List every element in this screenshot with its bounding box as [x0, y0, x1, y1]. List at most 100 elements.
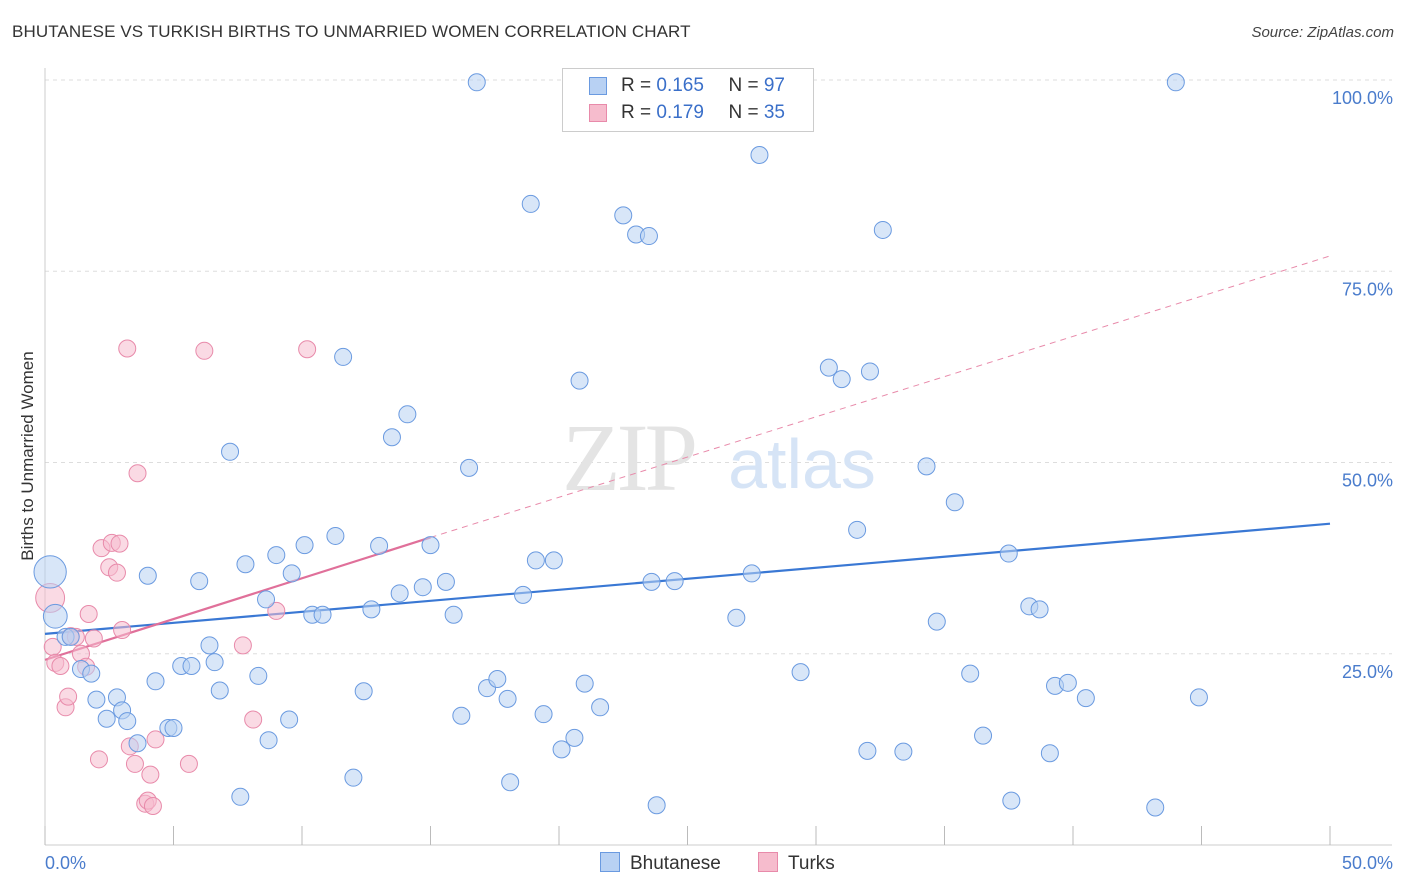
point-bhutanese — [665, 572, 684, 591]
point-turks — [128, 464, 147, 483]
point-turks — [79, 604, 98, 623]
point-bhutanese — [565, 728, 584, 747]
bottom-swatch-bhutanese — [600, 852, 620, 872]
point-bhutanese — [1040, 744, 1059, 763]
bottom-swatch-turks — [758, 852, 778, 872]
point-bhutanese — [128, 734, 147, 753]
point-bhutanese — [534, 705, 553, 724]
point-bhutanese — [727, 608, 746, 627]
point-turks — [298, 340, 317, 359]
point-bhutanese — [164, 718, 183, 737]
point-bhutanese — [501, 773, 520, 792]
point-turks — [107, 563, 126, 582]
point-bhutanese — [945, 493, 964, 512]
point-bhutanese — [1030, 600, 1049, 619]
point-bhutanese — [398, 405, 417, 424]
point-bhutanese — [87, 690, 106, 709]
point-turks — [146, 730, 165, 749]
point-bhutanese — [452, 706, 471, 725]
legend-n-value: 35 — [763, 102, 785, 123]
watermark-atlas: atlas — [728, 425, 876, 503]
y-tick-label: 100.0% — [1332, 88, 1393, 108]
trend-lines — [44, 255, 1331, 661]
bottom-legend-bhutanese: Bhutanese — [600, 852, 721, 875]
bottom-legend-label: Turks — [788, 853, 835, 874]
point-bhutanese — [832, 370, 851, 389]
legend-n-label: N = — [728, 102, 764, 123]
point-bhutanese — [521, 194, 540, 213]
gridlines — [45, 79, 1392, 655]
point-bhutanese — [267, 546, 286, 565]
point-bhutanese — [742, 564, 761, 583]
legend-r-label: R = — [621, 75, 657, 96]
point-turks — [118, 339, 137, 358]
legend-n-value: 97 — [763, 75, 785, 96]
point-bhutanese — [1166, 73, 1185, 92]
point-bhutanese — [467, 73, 486, 92]
point-bhutanese — [97, 709, 116, 728]
trend-line-turks — [44, 536, 431, 661]
chart-title: BHUTANESE VS TURKISH BIRTHS TO UNMARRIED… — [12, 22, 691, 41]
point-bhutanese — [873, 220, 892, 239]
point-turks — [84, 629, 103, 648]
point-bhutanese — [370, 536, 389, 555]
point-bhutanese — [231, 787, 250, 806]
point-turks — [233, 636, 252, 655]
point-bhutanese — [295, 536, 314, 555]
point-bhutanese — [791, 663, 810, 682]
point-bhutanese — [591, 698, 610, 717]
point-bhutanese — [182, 656, 201, 675]
point-turks — [51, 656, 70, 675]
point-bhutanese — [382, 428, 401, 447]
point-bhutanese — [927, 612, 946, 631]
point-turks — [125, 754, 144, 773]
point-bhutanese — [488, 669, 507, 688]
legend-n-label: N = — [728, 75, 764, 96]
point-bhutanese — [390, 584, 409, 603]
point-bhutanese — [82, 664, 101, 683]
point-bhutanese — [236, 555, 255, 574]
legend-swatch-bhutanese — [589, 77, 607, 95]
bottom-legend-label: Bhutanese — [630, 853, 721, 874]
point-bhutanese — [1076, 689, 1095, 708]
point-bhutanese — [334, 347, 353, 366]
data-points — [33, 73, 1208, 817]
point-bhutanese — [544, 551, 563, 570]
watermark-zip: ZIP — [562, 404, 695, 511]
point-bhutanese — [362, 600, 381, 619]
point-bhutanese — [1146, 798, 1165, 817]
point-turks — [195, 341, 214, 360]
point-bhutanese — [210, 681, 229, 700]
point-bhutanese — [344, 768, 363, 787]
point-turks — [179, 754, 198, 773]
point-bhutanese — [118, 712, 137, 731]
point-bhutanese — [575, 674, 594, 693]
point-bhutanese — [280, 710, 299, 729]
point-bhutanese — [354, 682, 373, 701]
point-turks — [113, 621, 132, 640]
point-bhutanese — [42, 603, 68, 629]
point-bhutanese — [999, 544, 1018, 563]
point-bhutanese — [974, 726, 993, 745]
point-bhutanese — [858, 741, 877, 760]
point-bhutanese — [1189, 688, 1208, 707]
point-turks — [267, 601, 286, 620]
point-bhutanese — [190, 572, 209, 591]
point-bhutanese — [860, 362, 879, 381]
point-bhutanese — [848, 520, 867, 539]
point-bhutanese — [639, 227, 658, 246]
point-bhutanese — [917, 457, 936, 476]
point-bhutanese — [1002, 791, 1021, 810]
point-bhutanese — [750, 145, 769, 164]
point-bhutanese — [514, 585, 533, 604]
tick-labels: 25.0% 50.0% 75.0% 100.0% 0.0% 50.0% — [45, 88, 1393, 873]
point-bhutanese — [413, 578, 432, 597]
point-turks — [110, 534, 129, 553]
x-tick-label: 50.0% — [1342, 853, 1393, 873]
x-tick-label: 0.0% — [45, 853, 86, 873]
source-label: Source: ZipAtlas.com — [1251, 24, 1394, 41]
point-bhutanese — [819, 358, 838, 377]
point-bhutanese — [436, 572, 455, 591]
point-bhutanese — [460, 458, 479, 477]
axes — [44, 68, 1392, 846]
